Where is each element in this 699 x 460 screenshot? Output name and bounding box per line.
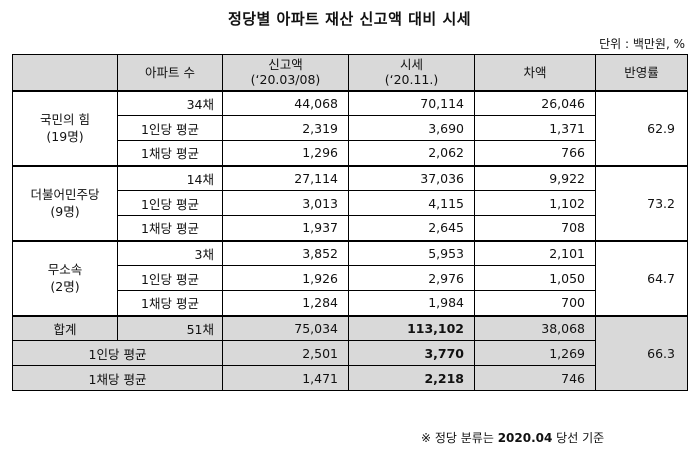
footnote-date: 2020.04 — [497, 431, 553, 445]
total-per-person-diff: 1,269 — [474, 340, 596, 366]
diff-cell: 2,101 — [474, 239, 596, 266]
table-row: 1채당 평균 1,937 2,645 708 — [13, 215, 688, 241]
total-per-unit-label: 1채당 평균 — [12, 365, 223, 391]
total-per-person-row: 1인당 평균 2,501 3,770 1,269 — [12, 340, 688, 366]
total-per-person-declared: 2,501 — [222, 340, 349, 366]
row-label: 1인당 평균 — [117, 115, 223, 141]
total-per-unit-market: 2,218 — [348, 365, 475, 391]
market-cell: 1,984 — [348, 290, 475, 316]
market-cell: 5,953 — [348, 239, 475, 266]
total-per-person-market: 3,770 — [348, 340, 475, 366]
row-label: 1채당 평균 — [117, 140, 223, 166]
party-cell: 국민의 힘 (19명) — [12, 89, 118, 166]
party-name: 무소속 — [47, 262, 83, 277]
header-declared-label: 신고액 — [268, 57, 303, 73]
diff-cell: 708 — [474, 215, 596, 241]
party-members: (2명) — [50, 279, 80, 294]
footnote-prefix: ※ 정당 분류는 — [421, 431, 498, 445]
table-row: 1인당 평균 3,013 4,115 1,102 — [13, 190, 688, 216]
header-declared: 신고액 (‘20.03/08) — [222, 54, 349, 91]
row-label: 1채당 평균 — [117, 290, 223, 316]
market-cell: 70,114 — [348, 89, 475, 116]
header-market-label: 시세 — [399, 57, 423, 73]
footnote: ※ 정당 분류는 2020.04 당선 기준 — [421, 429, 604, 446]
market-cell: 3,690 — [348, 115, 475, 141]
diff-cell: 1,371 — [474, 115, 596, 141]
market-cell: 2,645 — [348, 215, 475, 241]
diff-cell: 1,050 — [474, 265, 596, 291]
total-per-unit-row: 1채당 평균 1,471 2,218 746 — [12, 365, 688, 391]
party-cell: 더불어민주당 (9명) — [12, 164, 118, 241]
ratio-cell: 73.2 — [595, 164, 688, 241]
row-label: 1채당 평균 — [117, 215, 223, 241]
total-ratio: 66.3 — [595, 314, 688, 391]
declared-cell: 44,068 — [222, 89, 349, 116]
table-row: 1채당 평균 1,284 1,984 700 — [13, 290, 688, 316]
declared-cell: 1,284 — [222, 290, 349, 316]
declared-cell: 2,319 — [222, 115, 349, 141]
row-label: 1인당 평균 — [117, 265, 223, 291]
declared-cell: 27,114 — [222, 164, 349, 191]
header-ratio: 반영률 — [595, 54, 688, 91]
header-declared-date: (‘20.03/08) — [250, 72, 321, 88]
total-market: 113,102 — [348, 314, 475, 341]
diff-cell: 766 — [474, 140, 596, 166]
table-row: 1채당 평균 1,296 2,062 766 — [13, 140, 688, 166]
total-per-unit-declared: 1,471 — [222, 365, 349, 391]
total-declared: 75,034 — [222, 314, 349, 341]
declared-cell: 3,852 — [222, 239, 349, 266]
declared-cell: 1,926 — [222, 265, 349, 291]
diff-cell: 1,102 — [474, 190, 596, 216]
header-apartment-count: 아파트 수 — [117, 54, 223, 91]
market-cell: 2,976 — [348, 265, 475, 291]
market-cell: 4,115 — [348, 190, 475, 216]
party-members: (9명) — [50, 204, 80, 219]
header-party — [12, 54, 118, 91]
table-row: 1인당 평균 2,319 3,690 1,371 — [13, 115, 688, 141]
footnote-suffix: 당선 기준 — [552, 431, 605, 445]
total-diff: 38,068 — [474, 314, 596, 341]
diff-cell: 9,922 — [474, 164, 596, 191]
declared-cell: 1,937 — [222, 215, 349, 241]
page-title: 정당별 아파트 재산 신고액 대비 시세 — [227, 10, 472, 28]
table-row: 국민의 힘 (19명) 34채 44,068 70,114 26,046 62.… — [12, 89, 688, 166]
declared-cell: 3,013 — [222, 190, 349, 216]
row-label: 14채 — [117, 164, 223, 191]
header-market: 시세 (‘20.11.) — [348, 54, 475, 91]
table-row: 무소속 (2명) 3채 3,852 5,953 2,101 64.7 — [12, 239, 688, 316]
row-label: 1인당 평균 — [117, 190, 223, 216]
ratio-cell: 64.7 — [595, 239, 688, 316]
asset-table: 아파트 수 신고액 (‘20.03/08) 시세 (‘20.11.) 차액 반영… — [12, 54, 688, 391]
party-name: 국민의 힘 — [40, 112, 90, 127]
unit-note: 단위 : 백만원, % — [599, 37, 685, 51]
total-row: 합계 51채 75,034 113,102 38,068 66.3 — [12, 314, 688, 391]
party-members: (19명) — [46, 129, 84, 144]
diff-cell: 26,046 — [474, 89, 596, 116]
market-cell: 2,062 — [348, 140, 475, 166]
header-diff: 차액 — [474, 54, 596, 91]
header-row: 아파트 수 신고액 (‘20.03/08) 시세 (‘20.11.) 차액 반영… — [12, 54, 688, 91]
total-label: 합계 — [12, 314, 118, 341]
diff-cell: 700 — [474, 290, 596, 316]
table-row: 더불어민주당 (9명) 14채 27,114 37,036 9,922 73.2 — [12, 164, 688, 241]
header-market-date: (‘20.11.) — [384, 72, 439, 88]
row-label: 3채 — [117, 239, 223, 266]
total-per-unit-diff: 746 — [474, 365, 596, 391]
party-cell: 무소속 (2명) — [12, 239, 118, 316]
table-row: 1인당 평균 1,926 2,976 1,050 — [13, 265, 688, 291]
party-name: 더불어민주당 — [30, 187, 100, 202]
declared-cell: 1,296 — [222, 140, 349, 166]
total-count: 51채 — [117, 314, 223, 341]
total-per-person-label: 1인당 평균 — [12, 340, 223, 366]
market-cell: 37,036 — [348, 164, 475, 191]
row-label: 34채 — [117, 89, 223, 116]
ratio-cell: 62.9 — [595, 89, 688, 166]
